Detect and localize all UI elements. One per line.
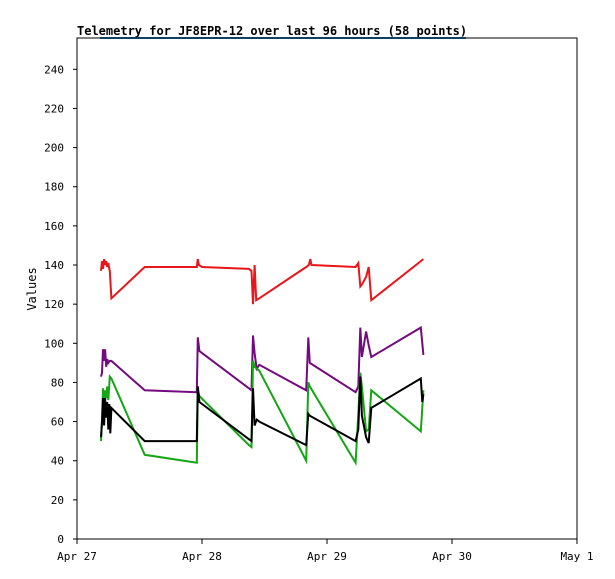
x-axis: Apr 27 Apr 28 Apr 29 Apr 30 May 1 (57, 539, 594, 563)
series-line (100, 360, 425, 467)
series-layer (100, 258, 425, 467)
x-tick-label: May 1 (560, 550, 593, 563)
x-tick-label: Apr 27 (57, 550, 97, 563)
series-line (100, 258, 425, 305)
chart-title: Telemetry for JF8EPR-12 over last 96 hou… (77, 24, 467, 38)
x-tick-label: Apr 29 (307, 550, 347, 563)
y-axis-label: Values (25, 267, 39, 310)
y-tick-label: 0 (57, 533, 64, 546)
y-tick-label: 180 (44, 181, 64, 194)
y-tick-label: 200 (44, 142, 64, 155)
y-tick-label: 80 (51, 376, 64, 389)
y-tick-label: 140 (44, 259, 64, 272)
y-tick-label: 240 (44, 63, 64, 76)
y-tick-label: 120 (44, 298, 64, 311)
series-line (100, 325, 425, 394)
y-tick-label: 60 (51, 416, 64, 429)
y-tick-label: 100 (44, 337, 64, 350)
y-tick-label: 160 (44, 220, 64, 233)
x-tick-label: Apr 28 (182, 550, 222, 563)
y-tick-label: 20 (51, 494, 64, 507)
y-axis: 0 20 40 60 80 100 120 140 160 180 200 220 240 (44, 63, 77, 546)
series-line (100, 376, 425, 447)
y-tick-label: 220 (44, 102, 64, 115)
plot-frame (76, 37, 578, 540)
y-tick-label: 40 (51, 455, 64, 468)
x-tick-label: Apr 30 (432, 550, 472, 563)
